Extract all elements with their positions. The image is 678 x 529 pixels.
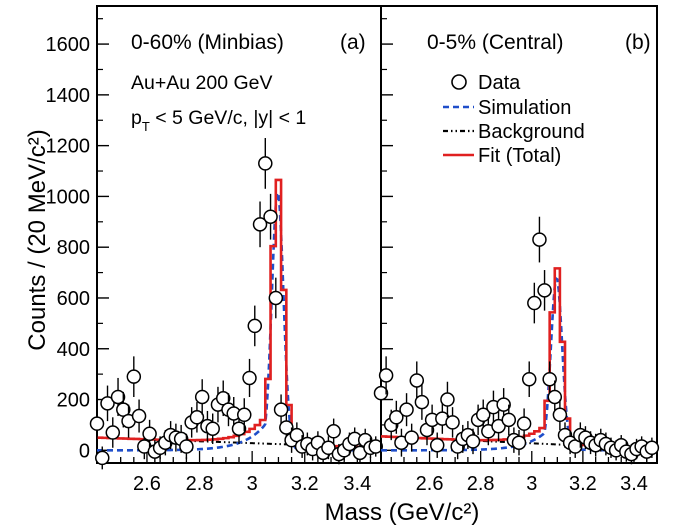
y-tick-label: 1400 xyxy=(46,85,91,107)
data-point xyxy=(404,430,419,445)
y-tick-label: 1600 xyxy=(46,34,91,56)
data-point xyxy=(373,385,389,401)
x-tick-label: 3 xyxy=(526,473,537,495)
panel-a-tag: (a) xyxy=(340,31,366,54)
x-tick-label: 2.8 xyxy=(186,473,214,495)
y-tick-label: 1000 xyxy=(46,186,91,208)
x-tick-label: 2.6 xyxy=(416,473,444,495)
x-tick-label: 3 xyxy=(247,473,258,495)
data-point xyxy=(389,410,404,425)
y-tick-label: 800 xyxy=(57,237,90,259)
data-point xyxy=(194,389,210,405)
y-tick-label: 0 xyxy=(79,440,90,462)
data-point xyxy=(189,410,205,425)
data-point xyxy=(409,373,425,388)
data-point xyxy=(252,217,268,232)
data-point xyxy=(552,407,568,423)
data-point xyxy=(242,370,257,386)
data-point xyxy=(527,295,542,311)
legend-simulation-label: Simulation xyxy=(478,97,571,119)
data-point xyxy=(326,424,341,439)
y-axis-title: Counts / (20 MeV/c²) xyxy=(24,129,51,350)
panel-a-plot-area: 2.6 2.8 3 3.2 3.4 xyxy=(89,5,383,495)
panel-a-kinematics-annotation: pT < 5 GeV/c, |y| < 1 xyxy=(131,107,306,134)
data-point xyxy=(231,421,247,436)
data-point xyxy=(321,440,336,456)
panel-b-tag: (b) xyxy=(625,31,651,54)
data-point xyxy=(89,416,105,431)
data-point xyxy=(547,389,563,405)
data-point xyxy=(100,396,115,411)
data-point xyxy=(501,412,517,428)
data-point xyxy=(511,435,527,450)
data-point xyxy=(537,283,552,298)
data-point xyxy=(532,232,547,247)
data-point xyxy=(279,420,294,435)
x-tick-label: 3.2 xyxy=(569,473,597,495)
data-point xyxy=(414,394,430,410)
data-point xyxy=(516,416,532,431)
data-point xyxy=(110,389,126,405)
legend-fit-label: Fit (Total) xyxy=(478,145,561,167)
data-point xyxy=(542,371,557,387)
panel-a-minbias: 2.6 2.8 3 3.2 3.4 0-60% (Minbias) (a) Au+Au … xyxy=(89,5,383,495)
data-point xyxy=(179,439,194,454)
y-tick-label: 600 xyxy=(57,288,90,310)
y-tick-label: 200 xyxy=(57,390,90,412)
y-tick-label: 1200 xyxy=(46,136,91,158)
data-point xyxy=(475,407,491,423)
y-tick-labels: 0 200 400 600 800 1000 1200 1400 1600 xyxy=(46,34,91,462)
data-point xyxy=(368,439,383,454)
data-point xyxy=(465,434,481,449)
data-point xyxy=(237,407,252,423)
data-point xyxy=(258,156,273,171)
data-point xyxy=(126,369,142,384)
legend: Data Simulation Background Fit (Total) xyxy=(443,72,585,167)
data-point xyxy=(521,371,537,387)
data-point xyxy=(263,209,278,224)
x-axis-title: Mass (GeV/c²) xyxy=(325,499,480,526)
data-point xyxy=(491,418,506,434)
data-point xyxy=(399,402,414,417)
data-point xyxy=(131,408,147,424)
data-point xyxy=(205,421,220,436)
x-tick-label: 3.2 xyxy=(291,473,319,495)
x-tick-label: 2.8 xyxy=(467,473,495,495)
data-point xyxy=(142,426,157,442)
data-point xyxy=(105,425,121,440)
x-tick-label: 3.4 xyxy=(620,473,648,495)
legend-background-label: Background xyxy=(478,121,585,143)
panel-b-central: 2.6 2.8 3 3.2 3.4 0-5% (Central) (b) xyxy=(373,5,660,495)
data-point xyxy=(429,437,445,453)
x-tick-label: 2.6 xyxy=(133,473,161,495)
panel-a-system-annotation: Au+Au 200 GeV xyxy=(131,72,272,94)
data-point xyxy=(273,402,289,417)
panel-a-centrality-label: 0-60% (Minbias) xyxy=(131,31,284,54)
data-point xyxy=(440,392,455,407)
data-point xyxy=(95,450,110,466)
data-point xyxy=(378,368,394,383)
data-point xyxy=(445,415,460,430)
legend-data-label: Data xyxy=(478,72,521,94)
data-point xyxy=(247,318,263,334)
panel-b-plot-area: 2.6 2.8 3 3.2 3.4 xyxy=(373,5,660,495)
data-point xyxy=(496,397,511,412)
panel-b-centrality-label: 0-5% (Central) xyxy=(427,31,564,54)
data-point xyxy=(268,290,284,306)
x-tick-label: 3.4 xyxy=(343,473,371,495)
y-tick-label: 400 xyxy=(57,339,90,361)
data-point xyxy=(644,440,660,456)
legend-data-marker xyxy=(451,74,467,90)
